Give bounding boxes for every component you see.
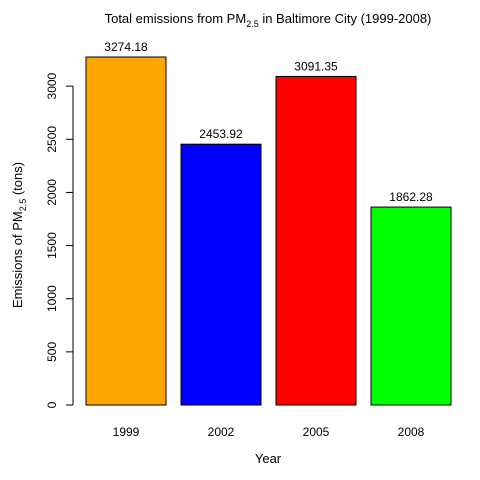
- chart-title: Total emissions from PM2.5 in Baltimore …: [105, 11, 432, 29]
- chart-title-subscript: 2.5: [246, 19, 259, 29]
- y-axis-title-subscript: 2.5: [18, 199, 28, 212]
- y-tick-label-0: 0: [45, 401, 59, 408]
- y-tick-label-2500: 2500: [45, 126, 59, 153]
- y-tick-label-1000: 1000: [45, 285, 59, 312]
- y-axis-title-before: Emissions of PM: [10, 211, 25, 308]
- value-label-1999: 3274.18: [104, 40, 148, 54]
- bar-2002: [180, 143, 262, 406]
- chart-title-before: Total emissions from PM: [105, 11, 247, 26]
- x-tick-label-2008: 2008: [398, 425, 425, 439]
- x-tick-label-1999: 1999: [113, 425, 140, 439]
- y-tick-label-500: 500: [45, 342, 59, 362]
- bar-1999: [85, 56, 167, 406]
- y-axis: 0 500 1000 1500 2000 2500 3000: [45, 72, 74, 408]
- y-axis-title: Emissions of PM2.5 (tons): [10, 162, 28, 308]
- y-tick-label-2000: 2000: [45, 179, 59, 206]
- value-labels-layer: 3274.18 2453.92 3091.35 1862.28: [104, 40, 433, 204]
- x-axis-labels: 1999 2002 2005 2008: [113, 425, 425, 439]
- x-tick-label-2002: 2002: [208, 425, 235, 439]
- x-axis-title: Year: [255, 451, 282, 466]
- value-label-2002: 2453.92: [199, 127, 243, 141]
- x-tick-label-2005: 2005: [303, 425, 330, 439]
- y-tick-label-1500: 1500: [45, 232, 59, 259]
- value-label-2008: 1862.28: [389, 190, 433, 204]
- value-label-2005: 3091.35: [294, 59, 338, 73]
- chart-title-after: in Baltimore City (1999-2008): [259, 11, 432, 26]
- bar-2008: [370, 206, 452, 406]
- y-axis-title-after: (tons): [10, 162, 25, 199]
- bar-2005: [275, 75, 357, 406]
- bars-layer: [85, 56, 452, 406]
- y-tick-label-3000: 3000: [45, 72, 59, 99]
